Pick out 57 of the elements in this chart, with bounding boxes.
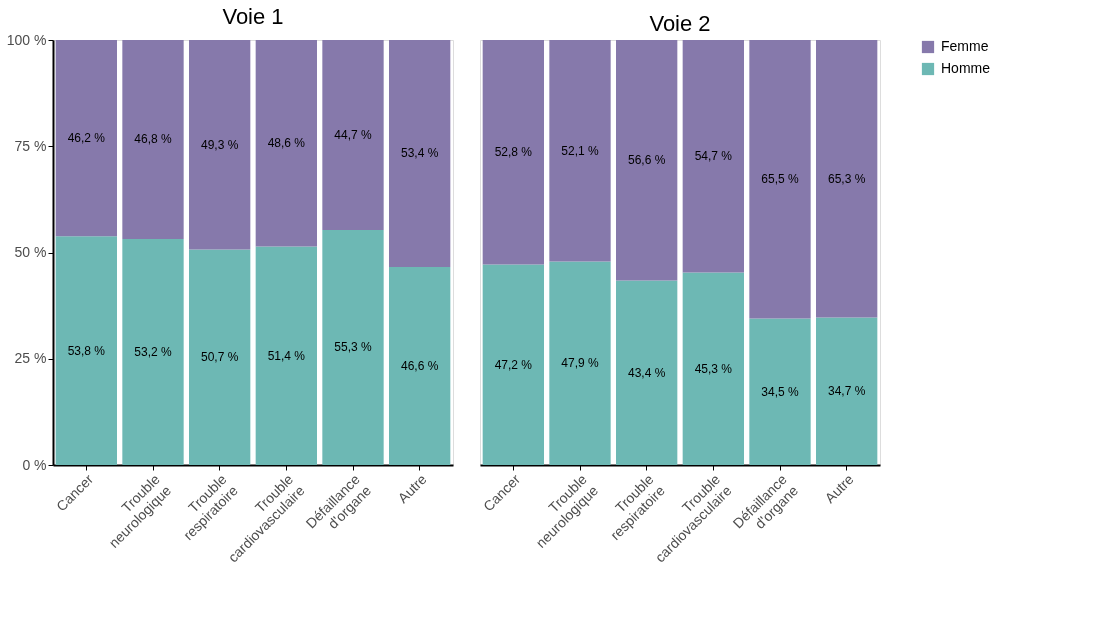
data-label: 52,1 % [561,143,600,158]
data-label: 49,3 % [200,137,239,152]
data-label: 43,4 % [627,365,666,380]
bar [482,264,544,465]
bar [389,266,451,465]
data-label: 53,2 % [134,344,173,359]
bar [122,40,184,239]
bar [616,40,678,281]
data-label: 46,2 % [67,131,106,146]
bar [122,238,184,465]
data-label: 44,7 % [334,127,373,142]
data-label: 54,7 % [694,149,733,164]
bar [816,317,878,465]
y-tick-label: 100 % [6,31,47,48]
data-label: 34,7 % [827,384,866,399]
data-label: 46,6 % [400,358,439,373]
bar [616,280,678,465]
bar [482,40,544,265]
bar [189,249,251,465]
bar [816,40,878,318]
bar [255,246,317,465]
chart-title: Voie 1 [222,4,284,29]
y-tick-label: 75 % [14,137,47,154]
data-label: 65,5 % [761,172,800,187]
bar [749,318,811,465]
data-label: 52,8 % [494,145,533,160]
data-label: 45,3 % [694,361,733,376]
bar [189,40,251,250]
y-tick-label: 25 % [14,350,47,367]
bar [55,40,117,237]
data-label: 56,6 % [627,153,666,168]
bar [549,40,611,262]
bar [682,272,744,465]
bar [749,40,811,319]
y-tick-label: 0 % [22,456,47,473]
bar [55,236,117,465]
bar [255,40,317,247]
bar [389,40,451,267]
data-label: 48,6 % [267,136,306,151]
data-label: 53,4 % [400,146,439,161]
y-tick-label: 50 % [14,244,47,260]
data-label: 50,7 % [200,350,239,365]
data-label: 34,5 % [761,384,800,399]
bar [682,40,744,273]
bar [549,261,611,465]
data-label: 46,8 % [134,132,173,147]
bar [322,40,384,230]
data-label: 51,4 % [267,348,306,363]
bar [322,229,384,465]
data-label: 47,9 % [561,356,600,371]
legend-label: Homme [941,60,991,76]
data-label: 55,3 % [334,340,373,355]
chart-title: Voie 2 [649,11,711,36]
data-label: 65,3 % [827,171,866,186]
data-label: 47,2 % [494,357,533,372]
data-label: 53,8 % [67,343,106,358]
legend-label: Femme [941,38,989,54]
